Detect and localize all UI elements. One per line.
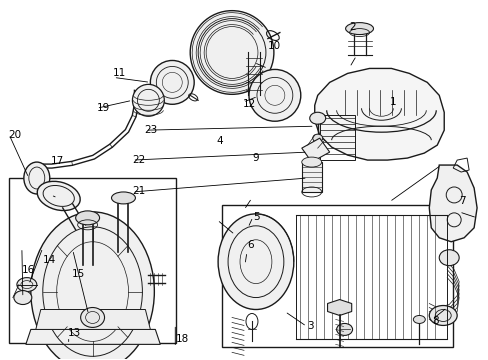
Text: 18: 18	[175, 333, 188, 343]
Text: 1: 1	[389, 97, 395, 107]
Bar	[222, 205, 452, 347]
Ellipse shape	[301, 157, 321, 167]
Text: 16: 16	[21, 265, 35, 275]
Ellipse shape	[132, 84, 164, 116]
Ellipse shape	[111, 192, 135, 204]
Ellipse shape	[81, 307, 104, 328]
Ellipse shape	[17, 278, 37, 292]
Polygon shape	[428, 165, 476, 242]
Ellipse shape	[24, 162, 50, 194]
Ellipse shape	[438, 250, 458, 266]
Text: 3: 3	[306, 321, 313, 331]
Polygon shape	[301, 138, 329, 162]
Ellipse shape	[14, 291, 32, 305]
Ellipse shape	[248, 69, 300, 121]
Text: 7: 7	[458, 196, 465, 206]
Ellipse shape	[309, 112, 325, 124]
Polygon shape	[314, 68, 443, 160]
Text: 23: 23	[144, 125, 158, 135]
Bar	[9, 178, 176, 343]
Text: 11: 11	[113, 68, 126, 78]
Ellipse shape	[412, 315, 425, 323]
Text: 9: 9	[252, 153, 258, 163]
Text: 10: 10	[267, 41, 281, 50]
Text: 6: 6	[247, 240, 254, 250]
Text: 15: 15	[72, 269, 85, 279]
Text: 20: 20	[9, 130, 22, 140]
Ellipse shape	[312, 134, 322, 142]
Text: 22: 22	[132, 155, 145, 165]
Polygon shape	[327, 300, 351, 315]
Ellipse shape	[76, 211, 100, 225]
Ellipse shape	[31, 212, 154, 360]
Polygon shape	[36, 310, 150, 329]
Text: 2: 2	[349, 22, 356, 32]
Bar	[301, 162, 321, 192]
Polygon shape	[26, 329, 160, 345]
Text: 14: 14	[43, 255, 56, 265]
Text: 21: 21	[132, 186, 145, 196]
Ellipse shape	[150, 60, 194, 104]
Text: 13: 13	[68, 328, 81, 338]
Text: 8: 8	[432, 316, 438, 325]
Text: 4: 4	[216, 136, 223, 145]
Text: 5: 5	[253, 212, 259, 221]
Ellipse shape	[218, 214, 293, 310]
Ellipse shape	[428, 306, 456, 325]
Text: 17: 17	[51, 156, 64, 166]
Ellipse shape	[336, 323, 352, 336]
Ellipse shape	[190, 11, 273, 94]
Text: 19: 19	[96, 103, 109, 113]
Ellipse shape	[345, 23, 373, 35]
Ellipse shape	[37, 181, 80, 211]
Text: 12: 12	[242, 99, 255, 109]
